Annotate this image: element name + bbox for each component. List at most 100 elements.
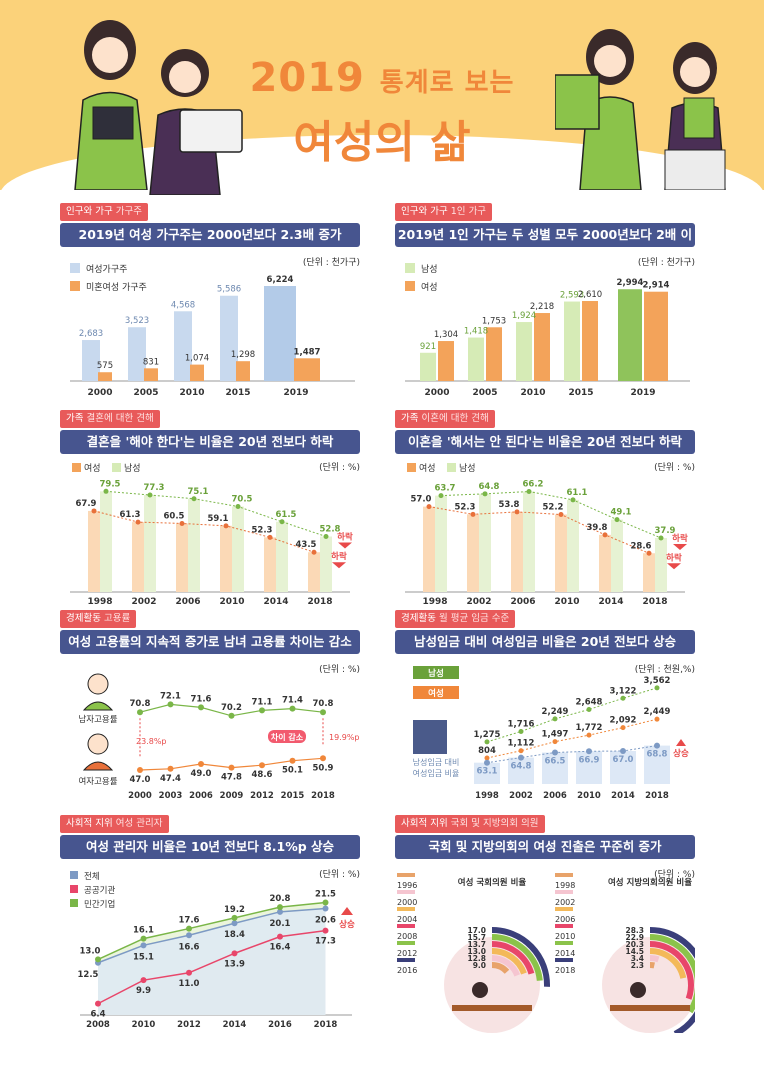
line-female [428, 506, 650, 554]
legend-swatch-female-head [70, 263, 80, 273]
bar-ratio [610, 751, 636, 784]
value-label-female-head: 4,568 [171, 300, 195, 310]
point-female-wage [620, 725, 626, 731]
point-series [322, 899, 329, 906]
x-tick-label: 2018 [311, 791, 335, 801]
rise-label: 상승 [673, 748, 689, 759]
point-female [135, 519, 141, 525]
value-label-female: 52.3 [252, 525, 273, 535]
value-label-female: 53.8 [499, 500, 520, 510]
x-tick-label: 2010 [520, 388, 545, 398]
point-female-wage [484, 755, 490, 761]
ratio-label-line-1: 남성임금 대비 [413, 758, 460, 767]
tag-main: 경제활동 [66, 613, 101, 624]
drop-label-male: 하락 [337, 531, 353, 542]
point-male [147, 492, 153, 498]
point-male-wage [586, 706, 592, 712]
bar-male [100, 491, 112, 592]
value-label-male: 61.1 [567, 488, 588, 498]
rise-arrow-icon [676, 739, 686, 746]
bar-female [438, 341, 454, 381]
point-female-employment [137, 767, 143, 773]
bar-female [644, 291, 668, 381]
bar-female-head [264, 286, 296, 381]
legend-swatch-single-female-head [70, 281, 80, 291]
radial-bar [491, 962, 510, 974]
value-label: 20.6 [315, 915, 336, 925]
point-male [191, 496, 197, 502]
couple-illustration-icon [413, 720, 447, 754]
radial-value-label: 22.9 [625, 933, 644, 942]
bar-female [555, 514, 567, 592]
radial-value-label: 3.4 [631, 954, 644, 963]
line-male [105, 490, 327, 537]
point-female [179, 520, 185, 526]
female-avatar-icon [87, 733, 109, 755]
value-label: 6.4 [90, 1010, 105, 1020]
value-label-male-wage: 1,275 [474, 730, 501, 740]
value-label-female-wage: 2,449 [644, 707, 671, 717]
bar-female [511, 511, 523, 592]
unit-label: (단위 : 천원,%) [634, 665, 695, 675]
bar-female [176, 523, 188, 592]
point-male-employment [289, 705, 296, 712]
tag-sub: 1인 가구 [450, 206, 487, 217]
value-label: 21.5 [315, 889, 336, 899]
bar-ratio [576, 751, 602, 784]
point-female [514, 509, 520, 515]
bar-female [534, 313, 550, 381]
radial-bar [491, 955, 521, 977]
value-label-female: 59.1 [208, 514, 229, 524]
radial-value-label: 2.3 [631, 961, 644, 970]
section-title: 결혼을 '해야 한다'는 비율은 20년 전보다 하락 [60, 430, 360, 454]
tag-sub: 여성 관리자 [115, 818, 163, 829]
tag-main: 경제활동 [401, 613, 436, 624]
point-male-wage [552, 716, 558, 722]
value-label-male: 79.5 [100, 479, 121, 489]
value-label-ratio: 66.5 [545, 757, 566, 767]
value-label-male-wage: 1,716 [508, 719, 535, 729]
bar-female [132, 522, 144, 592]
unit-label: (단위 : 천가구) [637, 258, 695, 268]
woman-illustration-3 [555, 29, 642, 190]
value-label-female: 61.3 [120, 510, 141, 520]
x-tick-label: 2002 [466, 597, 491, 605]
bar-female [467, 514, 479, 592]
value-label-female: 43.5 [296, 540, 317, 550]
radial-value-label: 17.0 [467, 926, 486, 935]
point-male [235, 504, 241, 510]
legend-label-male: 남성 [459, 463, 476, 474]
value-label-male: 61.5 [276, 510, 297, 520]
bar-female [599, 534, 611, 592]
legend-swatch-year [555, 958, 573, 962]
unit-label: (단위 : %) [319, 463, 360, 473]
point-female-wage [552, 739, 558, 745]
x-tick-label: 2015 [225, 388, 250, 398]
panel-marriage: 가족 결혼에 대한 견해 결혼을 '해야 한다'는 비율은 20년 전보다 하락… [60, 410, 360, 605]
unit-label: (단위 : %) [319, 665, 360, 675]
value-label-female-wage: 1,772 [576, 723, 603, 733]
title-line-1: 2019 통계로 보는 [0, 55, 764, 101]
legend-badge-female [413, 686, 459, 699]
tag-main: 인구와 가구 [66, 206, 113, 217]
legend-label: 공공기관 [84, 885, 115, 896]
legend-swatch-male [405, 263, 415, 273]
section-tag: 인구와 가구 1인 가구 [395, 203, 493, 221]
point-series [277, 904, 283, 911]
value-label-ratio: 67.0 [613, 755, 634, 765]
value-label-female: 1,753 [482, 316, 506, 326]
legend-label-year: 2002 [555, 898, 575, 907]
point-ratio [620, 748, 626, 754]
bar-single-female-head [190, 364, 204, 381]
line-male [440, 491, 662, 539]
tag-main: 인구와 가구 [401, 206, 448, 217]
value-label-female: 2,610 [578, 290, 602, 300]
section-title: 남성임금 대비 여성임금 비율은 20년 전보다 상승 [395, 630, 695, 654]
legend-swatch [70, 899, 78, 907]
value-label-male-employment: 70.8 [130, 699, 151, 709]
point-series [140, 977, 147, 984]
value-label: 17.6 [179, 916, 200, 926]
line-series [97, 929, 326, 1005]
bar-female [88, 510, 100, 592]
